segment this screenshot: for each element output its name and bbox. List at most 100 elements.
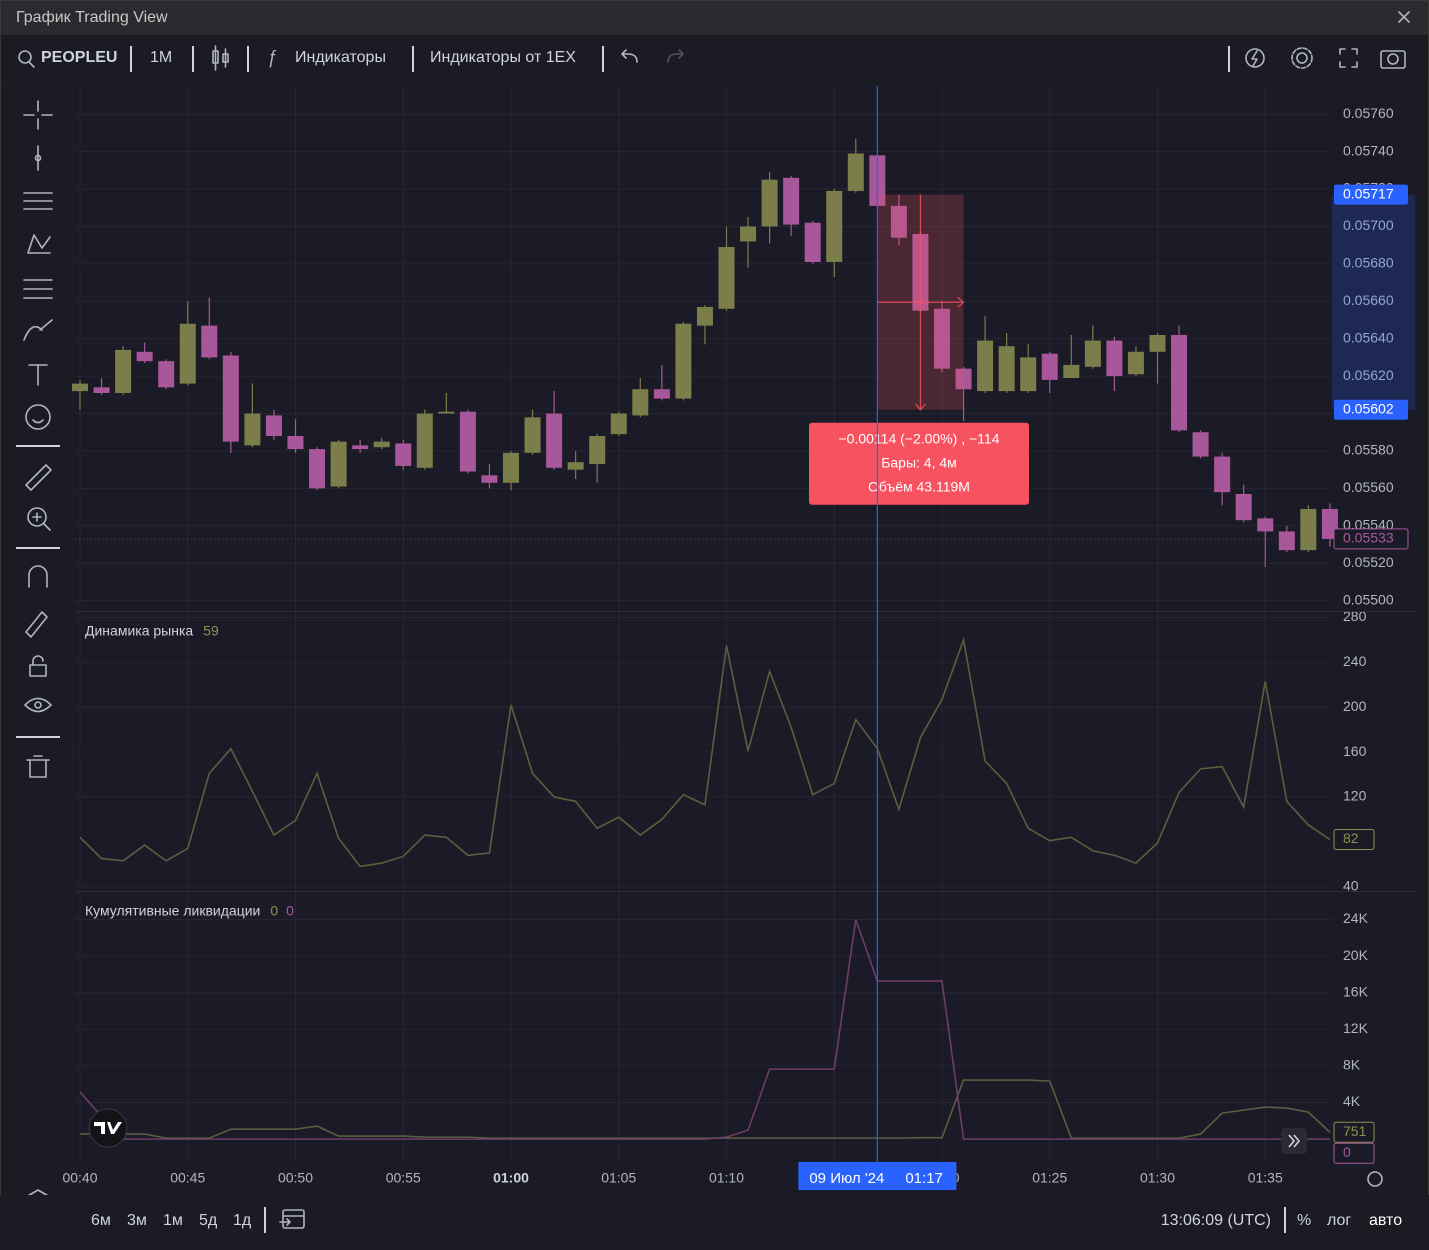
crosshair-time: 01:17 — [905, 1170, 943, 1187]
measure-tooltip-text: −0.00114 (−2.00%) , −114 — [839, 431, 1000, 447]
indicator-line — [79, 1079, 1331, 1139]
last-value-label: 82 — [1343, 830, 1359, 846]
measure-tooltip-text: Объём 43.119M — [868, 479, 970, 495]
candle-body — [977, 340, 994, 392]
crosshair-time-label — [798, 1162, 957, 1190]
fx-icon[interactable]: ƒ — [267, 47, 277, 67]
y-tick-label: 8K — [1343, 1057, 1361, 1073]
y-tick-label: 160 — [1343, 743, 1367, 759]
last-value-label: 751 — [1343, 1123, 1367, 1139]
range-button[interactable]: 1д — [233, 1212, 252, 1229]
drawing-tools[interactable] — [23, 100, 53, 1211]
chart-background — [75, 86, 1415, 1195]
crosshair-date: 09 Июл '24 — [809, 1170, 884, 1187]
y-tick-label: 200 — [1343, 698, 1367, 714]
y-tick-label: 4K — [1343, 1093, 1361, 1109]
candle-body — [632, 389, 649, 416]
measure-arrows — [877, 194, 965, 411]
indicator-line — [79, 919, 1330, 1140]
undo-icon[interactable] — [621, 49, 638, 63]
candle-body — [696, 306, 713, 326]
x-tick-label: 00:40 — [62, 1170, 97, 1186]
candle-body — [93, 387, 110, 393]
x-tick-label: 00:50 — [278, 1170, 313, 1186]
last-value-box — [1333, 829, 1375, 851]
axis-settings — [1367, 1171, 1383, 1187]
candle-body — [352, 445, 369, 450]
candle-body — [718, 247, 735, 309]
interval[interactable]: 1М — [150, 49, 172, 66]
candle-body — [934, 308, 950, 369]
separator — [1284, 1207, 1286, 1233]
candle-body — [546, 413, 563, 468]
separator — [264, 1207, 266, 1233]
close-button[interactable] — [1398, 11, 1410, 23]
window-title: График Trading View — [16, 9, 168, 26]
measure-to-label-box — [1334, 399, 1408, 420]
search-icon[interactable] — [18, 50, 35, 68]
y-tick-label: 0.05500 — [1343, 591, 1394, 607]
candle-body — [1192, 432, 1209, 457]
y-tick-label: 0.05740 — [1343, 142, 1394, 158]
indicators-button[interactable]: Индикаторы — [295, 49, 386, 66]
candle-body — [890, 205, 907, 238]
candle-body — [804, 222, 821, 262]
chart-type-icon[interactable] — [212, 45, 229, 71]
candle-body — [847, 153, 864, 191]
candle-body — [179, 323, 196, 384]
candle-body — [524, 417, 541, 453]
time-axis — [75, 1163, 1415, 1195]
candle-body — [115, 349, 132, 393]
x-tick-label: 01:30 — [1140, 1170, 1175, 1186]
range-button[interactable]: 6м — [91, 1212, 111, 1229]
auto-toggle[interactable]: авто — [1369, 1212, 1402, 1229]
toolbar-right-icons[interactable] — [1245, 47, 1406, 69]
candle-body — [998, 346, 1015, 392]
y-tick-label: 40 — [1343, 877, 1359, 893]
range-button[interactable]: 1м — [163, 1212, 183, 1229]
candle-body — [955, 368, 972, 390]
candle-body — [1106, 340, 1123, 377]
candle-body — [1278, 531, 1295, 551]
y-tick-label: 20K — [1343, 947, 1369, 963]
bottom-bar — [0, 1195, 1429, 1250]
indicators-1ex-button[interactable]: Индикаторы от 1EX — [430, 49, 576, 66]
logo-mark — [94, 1122, 122, 1134]
y-tick-label: 16K — [1343, 983, 1369, 999]
candle-body — [1084, 340, 1101, 367]
x-tick-label: 01:35 — [1248, 1170, 1283, 1186]
redo-icon[interactable] — [667, 49, 684, 63]
y-tick-label: 120 — [1343, 788, 1367, 804]
indicator-value: 0 — [270, 903, 278, 919]
scroll-icon — [1288, 1134, 1301, 1148]
x-tick-label: 00:55 — [386, 1170, 421, 1186]
candle-body — [740, 226, 757, 242]
symbol[interactable]: PEOPLEU — [41, 49, 117, 66]
range-button[interactable]: 5д — [199, 1212, 218, 1229]
goto-date-icon[interactable] — [279, 1209, 305, 1229]
candle-body — [287, 436, 304, 450]
last-price-label: 0.05533 — [1343, 530, 1394, 546]
candle-body — [1257, 518, 1274, 532]
measure-from-label-box — [1334, 184, 1408, 205]
y-tick-label: 0.05660 — [1343, 292, 1394, 308]
candle-body — [1235, 494, 1252, 521]
percent-toggle[interactable]: % — [1297, 1212, 1311, 1229]
y-tick-label: 0.05700 — [1343, 217, 1394, 233]
measure-tooltip-text: Бары: 4, 4м — [881, 455, 957, 471]
candle-body — [244, 413, 261, 446]
y-tick-label: 12K — [1343, 1020, 1369, 1036]
candle-body — [459, 411, 476, 472]
candle-body — [1063, 364, 1080, 378]
y-tick-label: 0.05640 — [1343, 329, 1394, 345]
range-button[interactable]: 3м — [127, 1212, 147, 1229]
indicator-value: 59 — [203, 623, 219, 639]
y-tick-label: 240 — [1343, 653, 1367, 669]
last-value-box — [1333, 1121, 1375, 1143]
log-toggle[interactable]: лог — [1327, 1212, 1351, 1229]
x-tick-label: 01:00 — [493, 1170, 529, 1186]
y-tick-label: 0.05760 — [1343, 105, 1394, 121]
candle-body — [761, 179, 778, 227]
candle-body — [136, 351, 153, 362]
